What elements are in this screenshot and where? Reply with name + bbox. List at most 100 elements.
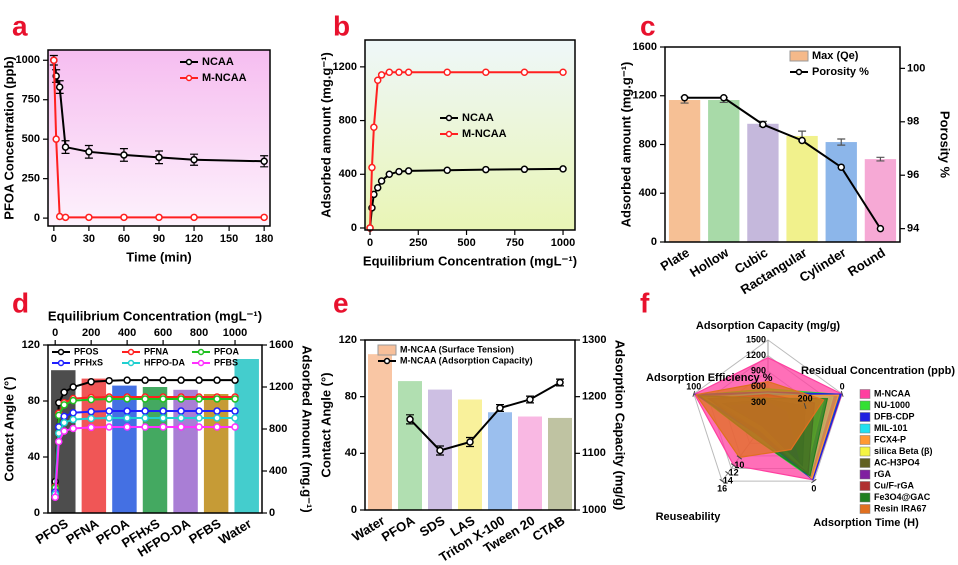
- marker: [876, 224, 885, 233]
- marker: [213, 376, 221, 384]
- line: [369, 71, 564, 229]
- radar-area: [695, 380, 825, 459]
- bar: [234, 359, 259, 513]
- bar: [488, 412, 512, 510]
- legend-marker: [795, 68, 803, 76]
- legend-label: DFB-CDP: [874, 411, 915, 421]
- marker: [443, 166, 451, 174]
- y2-tick-label: 96: [907, 169, 919, 181]
- bar: [825, 142, 857, 242]
- x-category-label: PFNA: [63, 515, 101, 547]
- legend-label: AC-H3PO4: [874, 457, 920, 467]
- marker: [55, 212, 64, 221]
- y2-tick-label: 0: [269, 507, 275, 519]
- radar-tick: [736, 455, 743, 460]
- marker: [260, 213, 268, 222]
- marker: [404, 167, 413, 175]
- marker: [177, 407, 185, 415]
- marker: [141, 414, 149, 422]
- x-axis-label: Time (min): [126, 249, 192, 264]
- marker: [195, 414, 203, 422]
- marker: [105, 395, 113, 403]
- x-category-label: CTAB: [530, 513, 568, 544]
- marker: [69, 415, 77, 424]
- y2-tick-label: 400: [269, 465, 287, 477]
- x2-tick-label: 0: [52, 327, 58, 339]
- y2-tick-label: 1200: [269, 381, 293, 393]
- panel-label: f: [640, 287, 650, 318]
- radar-tick-label: 16: [717, 483, 727, 493]
- bar: [368, 354, 392, 510]
- marker: [395, 68, 403, 76]
- marker: [141, 376, 149, 384]
- panel-label: c: [640, 10, 656, 41]
- y2-axis-label: Porosity %: [938, 111, 953, 179]
- marker: [105, 423, 113, 431]
- marker: [50, 56, 58, 65]
- radar-tick-label: 12: [729, 468, 739, 478]
- y-tick-label: 40: [28, 451, 40, 463]
- y2-tick-label: 98: [907, 116, 919, 128]
- y-tick-label: 500: [22, 133, 40, 145]
- marker: [87, 378, 95, 386]
- marker: [69, 424, 77, 433]
- marker: [159, 423, 167, 431]
- y2-tick-label: 1300: [582, 334, 606, 346]
- bar: [112, 385, 137, 513]
- marker: [482, 68, 490, 76]
- marker: [213, 407, 221, 415]
- radar-tick: [725, 471, 731, 476]
- marker: [195, 423, 203, 431]
- legend-label: Max (Qe): [812, 50, 859, 62]
- y-axis-label: PFOA Concentration (ppb): [1, 56, 16, 219]
- legend-swatch: [789, 50, 809, 62]
- legend-swatch: [859, 412, 871, 422]
- legend-marker: [127, 359, 135, 367]
- y-tick-label: 0: [651, 236, 657, 248]
- marker: [680, 94, 689, 102]
- marker: [120, 213, 128, 222]
- error-bar: [837, 138, 846, 146]
- error-bar: [876, 156, 885, 162]
- x-axis-label: Equilibrium Concentration (mgL⁻¹): [363, 253, 577, 268]
- legend-marker: [197, 359, 205, 367]
- legend-label: PFNA: [144, 346, 169, 356]
- marker: [466, 438, 474, 446]
- legend-swatch: [859, 389, 871, 399]
- marker: [195, 395, 203, 403]
- panel-label: d: [12, 287, 29, 318]
- marker: [123, 376, 131, 384]
- y2-tick-label: 94: [907, 223, 920, 235]
- radar-axis-label: Adsorption Efficiency %: [646, 372, 773, 384]
- marker: [69, 408, 77, 417]
- y-tick-label: 120: [339, 334, 357, 346]
- marker: [385, 170, 394, 179]
- radar-tick-label: 900: [751, 366, 766, 376]
- legend-label: PFOA: [214, 346, 240, 356]
- x-tick-label: 180: [255, 233, 273, 245]
- legend-label: M-NCAA: [462, 128, 507, 140]
- radar-tick: [840, 390, 844, 397]
- marker: [377, 71, 386, 79]
- legend-label: NCAA: [462, 112, 494, 124]
- marker: [759, 120, 767, 129]
- marker: [520, 165, 529, 174]
- y-axis-label: Adsorbed amount (mg.g⁻¹): [618, 62, 633, 228]
- legend-label: silica Beta (β): [874, 446, 933, 456]
- marker: [155, 213, 163, 222]
- x-tick-label: 0: [51, 233, 57, 245]
- marker: [159, 395, 167, 403]
- legend-marker: [445, 114, 453, 122]
- marker: [556, 378, 564, 387]
- marker: [123, 414, 131, 422]
- marker: [404, 68, 413, 76]
- y-tick-label: 800: [339, 114, 357, 126]
- x2-axis-label: Equilibrium Concentration (mgL⁻¹): [48, 308, 262, 323]
- bar: [708, 100, 740, 242]
- y-tick-label: 1200: [633, 90, 657, 102]
- marker: [177, 376, 185, 384]
- legend-label: MIL-101: [874, 423, 908, 433]
- marker: [60, 427, 68, 435]
- y-tick-label: 400: [339, 168, 357, 180]
- marker: [69, 383, 77, 391]
